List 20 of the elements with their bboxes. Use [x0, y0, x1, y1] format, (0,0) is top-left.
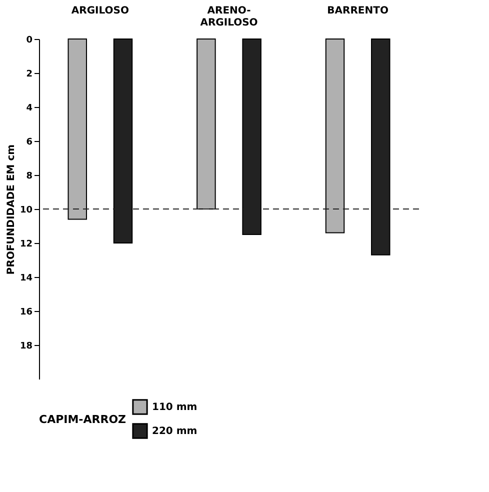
- y-tick-label: 6: [26, 138, 32, 148]
- legend-label: 220 mm: [152, 426, 198, 437]
- y-tick-label: 14: [20, 274, 32, 284]
- y-tick-label: 4: [26, 104, 32, 114]
- y-tick-label: 16: [20, 308, 32, 318]
- y-tick-label: 8: [26, 172, 32, 182]
- x-tick-label: ARGILOSO: [71, 6, 129, 16]
- y-tick-label: 0: [26, 36, 32, 46]
- y-tick-label: 2: [26, 70, 32, 80]
- x-tick-label: ARENO-ARGILOSO: [200, 6, 258, 28]
- y-tick-label: 12: [20, 240, 32, 250]
- bar: [325, 38, 345, 234]
- legend-label: 110 mm: [152, 402, 198, 413]
- y-tick-label: 10: [20, 206, 32, 216]
- y-tick-label: 18: [20, 342, 32, 352]
- y-axis-title: PROFUNDIDADE EM cm: [6, 144, 17, 275]
- bar: [68, 38, 87, 220]
- legend-title: CAPIM-ARROZ: [39, 413, 126, 426]
- bar: [196, 38, 216, 210]
- x-tick-label: BARRENTO: [327, 6, 388, 16]
